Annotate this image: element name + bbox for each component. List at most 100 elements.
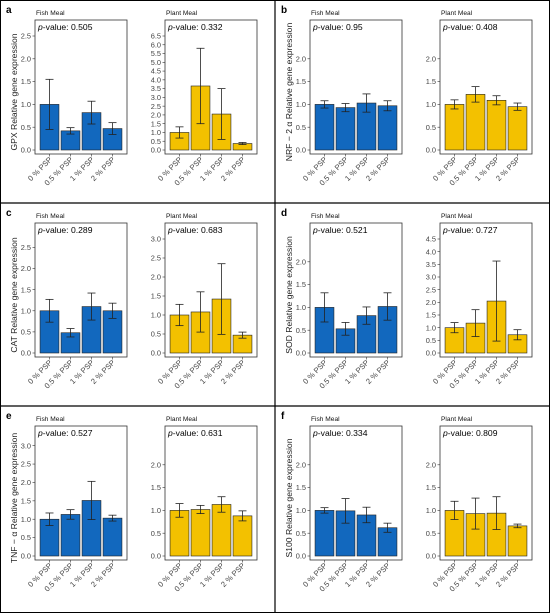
y-tick-label: 1.5: [151, 483, 161, 492]
y-tick-label: 1.5: [296, 77, 306, 86]
panel-letter: e: [6, 411, 12, 422]
y-tick-label: 4.5: [426, 235, 436, 244]
y-tick-label: 1.0: [426, 506, 436, 515]
y-tick-label: 6.0: [151, 40, 161, 49]
p-value-label: p-value: 0.809: [442, 428, 498, 438]
y-tick-label: 5.0: [151, 58, 161, 67]
panel-f: f S100 Relative gene expression Fish Meal p…: [281, 411, 533, 593]
y-tick-label: 0.0: [151, 349, 161, 358]
facet-fish-meal: Fish Meal p-value: 0.289 0.0 0.5 1.0 1.5 2.0 2.…: [21, 213, 128, 390]
panel-letter: c: [6, 208, 12, 219]
y-tick-label: 2.0: [151, 111, 161, 120]
y-tick-label: 0.0: [426, 146, 436, 155]
bar: [314, 510, 335, 557]
y-tick-label: 0.5: [21, 533, 31, 542]
y-tick-label: 0.5: [151, 137, 161, 146]
y-tick-label: 0.0: [21, 349, 31, 358]
y-tick-label: 6.5: [151, 32, 161, 41]
y-tick-label: 2.5: [21, 243, 31, 252]
y-tick-label: 2.5: [151, 102, 161, 111]
y-tick-label: 0.0: [296, 349, 306, 358]
y-tick-label: 0.5: [151, 529, 161, 538]
y-tick-label: 2.0: [296, 257, 306, 266]
y-tick-label: 3.5: [426, 260, 436, 269]
y-axis-title: GPX Relative gene expression: [9, 33, 19, 150]
y-tick-label: 1.0: [151, 128, 161, 137]
y-tick-label: 3.0: [151, 93, 161, 102]
p-value-label: p-value: 0.95: [312, 22, 363, 32]
p-value-text: -value: 0.527: [43, 428, 93, 438]
facet-title: Fish Meal: [311, 10, 340, 17]
facet-title: Plant Meal: [166, 416, 198, 423]
p-value-prefix: p: [167, 225, 173, 235]
p-value-label: p-value: 0.631: [167, 428, 223, 438]
y-tick-label: 0.0: [296, 552, 306, 561]
y-tick-label: 1.0: [151, 506, 161, 515]
p-value-label: p-value: 0.505: [37, 22, 93, 32]
facet-title: Plant Meal: [441, 10, 473, 17]
y-tick-label: 0.0: [426, 552, 436, 561]
p-value-label: p-value: 0.683: [167, 225, 223, 235]
y-tick-label: 5.5: [151, 49, 161, 58]
y-tick-label: 1.5: [296, 483, 306, 492]
y-tick-label: 2.5: [151, 254, 161, 263]
p-value-prefix: p: [442, 22, 448, 32]
y-axis-title: S100 Relative gene expression: [284, 438, 294, 557]
y-tick-label: 0.5: [151, 330, 161, 339]
bar: [377, 105, 398, 151]
panel-letter: f: [281, 411, 285, 422]
facet-title: Plant Meal: [166, 10, 198, 17]
y-tick-label: 0.5: [21, 327, 31, 336]
y-tick-label: 1.5: [426, 77, 436, 86]
y-tick-label: 1.0: [21, 100, 31, 109]
p-value-text: -value: 0.289: [43, 225, 93, 235]
p-value-prefix: p: [37, 22, 43, 32]
y-tick-label: 0.5: [426, 529, 436, 538]
y-tick-label: 3.5: [151, 84, 161, 93]
p-value-label: p-value: 0.408: [442, 22, 498, 32]
facet-fish-meal: Fish Meal p-value: 0.527 0.0 0.5 1.0 1.5 2.0 2.…: [21, 416, 128, 593]
p-value-label: p-value: 0.334: [312, 428, 368, 438]
y-tick-label: 1.5: [296, 280, 306, 289]
facet-title: Fish Meal: [36, 416, 65, 423]
bar: [232, 515, 253, 557]
y-tick-label: 1.0: [296, 100, 306, 109]
p-value-prefix: p: [37, 225, 43, 235]
p-value-prefix: p: [312, 428, 318, 438]
y-tick-label: 4.0: [151, 75, 161, 84]
p-value-prefix: p: [312, 22, 318, 32]
y-tick-label: 1.0: [426, 100, 436, 109]
bar: [60, 514, 81, 557]
p-value-text: -value: 0.683: [173, 225, 223, 235]
y-tick-label: 1.0: [296, 303, 306, 312]
p-value-text: -value: 0.809: [448, 428, 498, 438]
y-tick-label: 2.0: [296, 460, 306, 469]
facet-title: Plant Meal: [441, 213, 473, 220]
y-axis-title: CAT Relative gene expression: [9, 237, 19, 353]
bar: [486, 99, 507, 151]
y-tick-label: 1.0: [21, 515, 31, 524]
y-tick-label: 2.5: [426, 285, 436, 294]
p-value-prefix: p: [167, 22, 173, 32]
y-axis-title: NRF − 2 α Relative gene expression: [284, 23, 294, 162]
facet-title: Plant Meal: [166, 213, 198, 220]
p-value-text: -value: 0.408: [448, 22, 498, 32]
bar: [465, 94, 486, 151]
y-tick-label: 2.0: [426, 54, 436, 63]
y-tick-label: 0.0: [426, 349, 436, 358]
facet-plant-meal: Plant Meal p-value: 0.727 0.0 0.5 1.0 1.5 2.0 2…: [426, 213, 533, 390]
p-value-label: p-value: 0.527: [37, 428, 93, 438]
p-value-prefix: p: [37, 428, 43, 438]
p-value-label: p-value: 0.727: [442, 225, 498, 235]
plot-area: [164, 19, 258, 155]
y-tick-label: 2.0: [426, 460, 436, 469]
y-tick-label: 3.0: [151, 235, 161, 244]
facet-title: Fish Meal: [311, 416, 340, 423]
p-value-text: -value: 0.505: [43, 22, 93, 32]
y-tick-label: 2.5: [21, 32, 31, 41]
p-value-text: -value: 0.631: [173, 428, 223, 438]
